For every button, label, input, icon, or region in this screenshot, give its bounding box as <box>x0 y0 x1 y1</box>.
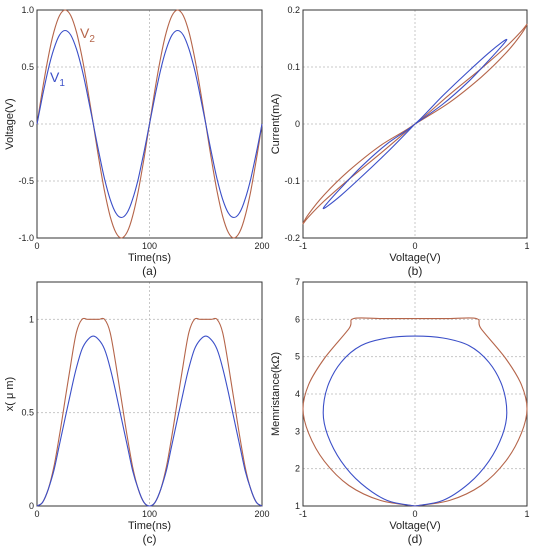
y-tick-label: 5 <box>295 352 300 362</box>
x-tick-label: -1 <box>299 509 307 519</box>
x-tick-label: -1 <box>299 241 307 251</box>
plot-frame <box>302 9 528 239</box>
x-tick-label: 0 <box>412 509 417 519</box>
x-tick-label: 100 <box>142 241 157 251</box>
panel-a: 0 100 200 -1.0 -0.5 0 0.5 1.0 Time(ns) Voltage(V)… <box>4 5 270 278</box>
series-line-blue <box>36 29 263 219</box>
y-tick-label: 0.5 <box>21 62 34 72</box>
y-axis-label: Memristance(kΩ) <box>270 352 282 436</box>
y-tick-label: 4 <box>295 389 300 399</box>
series-label-v2: V2 <box>80 25 95 45</box>
y-tick-label: -0.2 <box>284 233 300 243</box>
y-tick-label: 0 <box>29 119 34 129</box>
x-axis-label: Voltage(V) <box>389 252 440 264</box>
x-tick-label: 200 <box>254 509 269 519</box>
y-axis-label: Current(mA) <box>270 94 282 155</box>
x-tick-label: 200 <box>254 241 269 251</box>
y-axis-label: Voltage(V) <box>4 98 16 149</box>
x-axis-label: Time(ns) <box>128 252 171 264</box>
panel-label: (c) <box>143 532 157 546</box>
y-tick-label: 2 <box>295 464 300 474</box>
x-tick-label: 0 <box>34 241 39 251</box>
y-tick-label: 1 <box>295 501 300 511</box>
y-tick-label: 1 <box>29 314 34 324</box>
series-label-v1: V1 <box>50 69 65 89</box>
series-line-blue <box>322 335 508 507</box>
x-tick-label: 1 <box>524 509 529 519</box>
y-tick-label: 6 <box>295 314 300 324</box>
y-tick-label: 0.1 <box>287 62 300 72</box>
x-tick-label: 0 <box>34 509 39 519</box>
x-tick-label: 0 <box>412 241 417 251</box>
y-tick-label: 0.5 <box>21 408 34 418</box>
panel-c: 0 100 200 0 0.5 1 Time(ns) x( μ m) (c) <box>4 281 270 546</box>
panel-label: (a) <box>142 264 157 278</box>
y-tick-label: 0 <box>29 501 34 511</box>
y-tick-label: 0 <box>295 119 300 129</box>
y-tick-label: 3 <box>295 426 300 436</box>
panel-label: (b) <box>408 264 423 278</box>
series-line-blue <box>322 38 508 210</box>
panel-label: (d) <box>408 532 423 546</box>
x-axis-label: Time(ns) <box>128 520 171 532</box>
x-axis-label: Voltage(V) <box>389 520 440 532</box>
panel-b: -1 0 1 -0.2 -0.1 0 0.1 0.2 Voltage(V) Current(mA)… <box>270 5 530 278</box>
y-tick-label: -0.5 <box>18 176 34 186</box>
y-tick-label: 1.0 <box>21 5 34 15</box>
y-tick-label: 7 <box>295 277 300 287</box>
series-line-blue <box>36 335 263 507</box>
panel-d: -1 0 1 1 2 3 4 5 6 7 Voltage(V) Memristance(kΩ) (d) <box>270 277 530 546</box>
y-tick-label: -1.0 <box>18 233 34 243</box>
series-line-red <box>302 317 528 507</box>
x-tick-label: 1 <box>524 241 529 251</box>
y-tick-label: 0.2 <box>287 5 300 15</box>
y-axis-label: x( μ m) <box>4 377 16 411</box>
x-tick-label: 100 <box>142 509 157 519</box>
y-tick-label: -0.1 <box>284 176 300 186</box>
